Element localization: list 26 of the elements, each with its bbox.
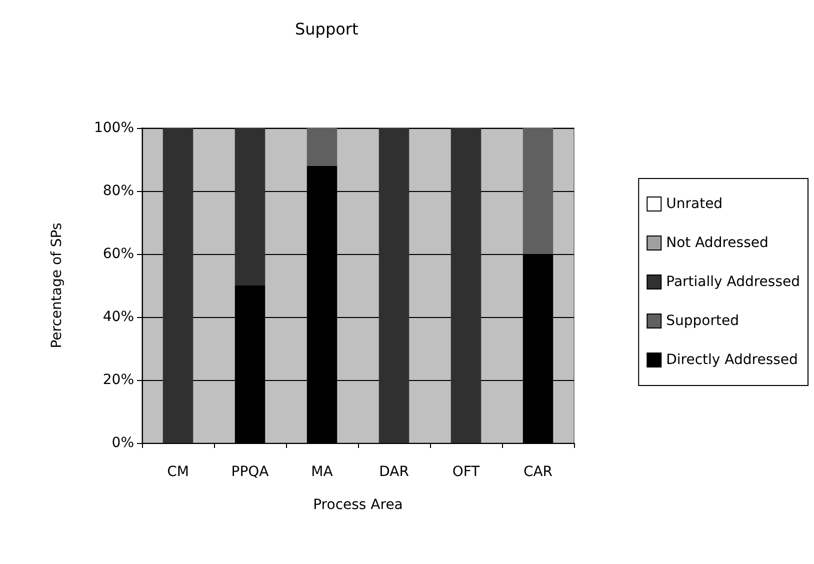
- legend-label: Supported: [666, 313, 739, 329]
- y-tick-label: 60%: [102, 246, 134, 262]
- y-tick-label: 80%: [102, 183, 134, 199]
- legend-label: Directly Addressed: [666, 352, 798, 368]
- bar: [522, 128, 554, 254]
- bar: [450, 128, 482, 443]
- x-tick-label: CAR: [523, 464, 553, 480]
- y-tick-label: 100%: [94, 120, 134, 136]
- bar: [162, 128, 194, 443]
- bar: [378, 128, 410, 443]
- y-axis-title: Percentage of SPs: [49, 222, 65, 348]
- x-tick-label: PPQA: [231, 464, 270, 480]
- chart-title: Support: [295, 20, 358, 38]
- y-tick-label: 40%: [102, 309, 134, 325]
- y-tick-label: 0%: [112, 435, 134, 451]
- legend-label: Partially Addressed: [666, 274, 800, 290]
- bar: [306, 128, 338, 166]
- x-tick-label: DAR: [379, 464, 410, 480]
- x-tick-label: MA: [311, 464, 334, 480]
- x-axis-title: Process Area: [313, 497, 403, 513]
- bar: [234, 128, 266, 286]
- y-tick-label: 20%: [102, 372, 134, 388]
- x-tick-label: OFT: [452, 464, 480, 480]
- legend-label: Not Addressed: [666, 235, 768, 251]
- x-tick-label: CM: [167, 464, 189, 480]
- legend-label: Unrated: [666, 196, 723, 212]
